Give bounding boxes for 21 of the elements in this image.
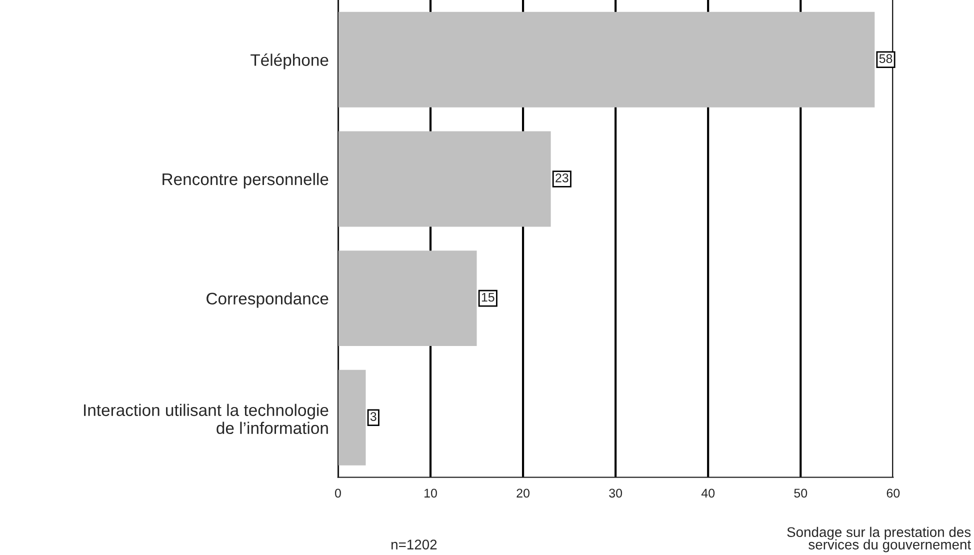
- y-tick-label: Interaction utilisant la technologie de l’information: [84, 404, 328, 434]
- bar: [338, 370, 366, 466]
- x-tick-label: 50: [794, 488, 808, 498]
- x-tick-label: 40: [701, 488, 715, 498]
- x-tick-label: 30: [609, 488, 622, 498]
- data-label: 15: [482, 292, 494, 302]
- x-tick-label: 0: [334, 488, 341, 498]
- y-tick-label: Téléphone: [250, 54, 328, 70]
- x-tick-label: 10: [424, 488, 437, 498]
- x-tick-label: 20: [516, 488, 530, 498]
- y-tick-label: Correspondance: [206, 292, 328, 308]
- bar: [338, 131, 551, 227]
- bar: [338, 12, 875, 108]
- x-tick-label: 60: [886, 488, 900, 498]
- text: Sondage sur la prestation des services du gouvernement: [787, 526, 971, 552]
- data-label: 58: [879, 54, 892, 64]
- text: n=1202: [392, 540, 437, 550]
- data-label: 23: [556, 173, 568, 182]
- bar: [338, 250, 477, 346]
- y-tick-label: Rencontre personnelle: [162, 172, 328, 188]
- data-label: 3: [370, 412, 376, 421]
